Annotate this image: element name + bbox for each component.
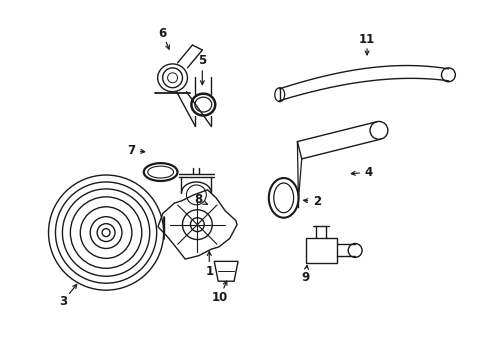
- Text: 4: 4: [364, 166, 372, 179]
- Text: 10: 10: [212, 291, 228, 303]
- Text: 3: 3: [59, 294, 67, 307]
- Text: 5: 5: [198, 54, 206, 67]
- Text: 9: 9: [301, 271, 309, 284]
- Text: 6: 6: [158, 27, 166, 40]
- Text: 7: 7: [126, 144, 135, 157]
- Text: 8: 8: [194, 193, 202, 206]
- Text: 11: 11: [358, 33, 374, 46]
- Text: 2: 2: [313, 195, 321, 208]
- Text: 1: 1: [205, 265, 213, 278]
